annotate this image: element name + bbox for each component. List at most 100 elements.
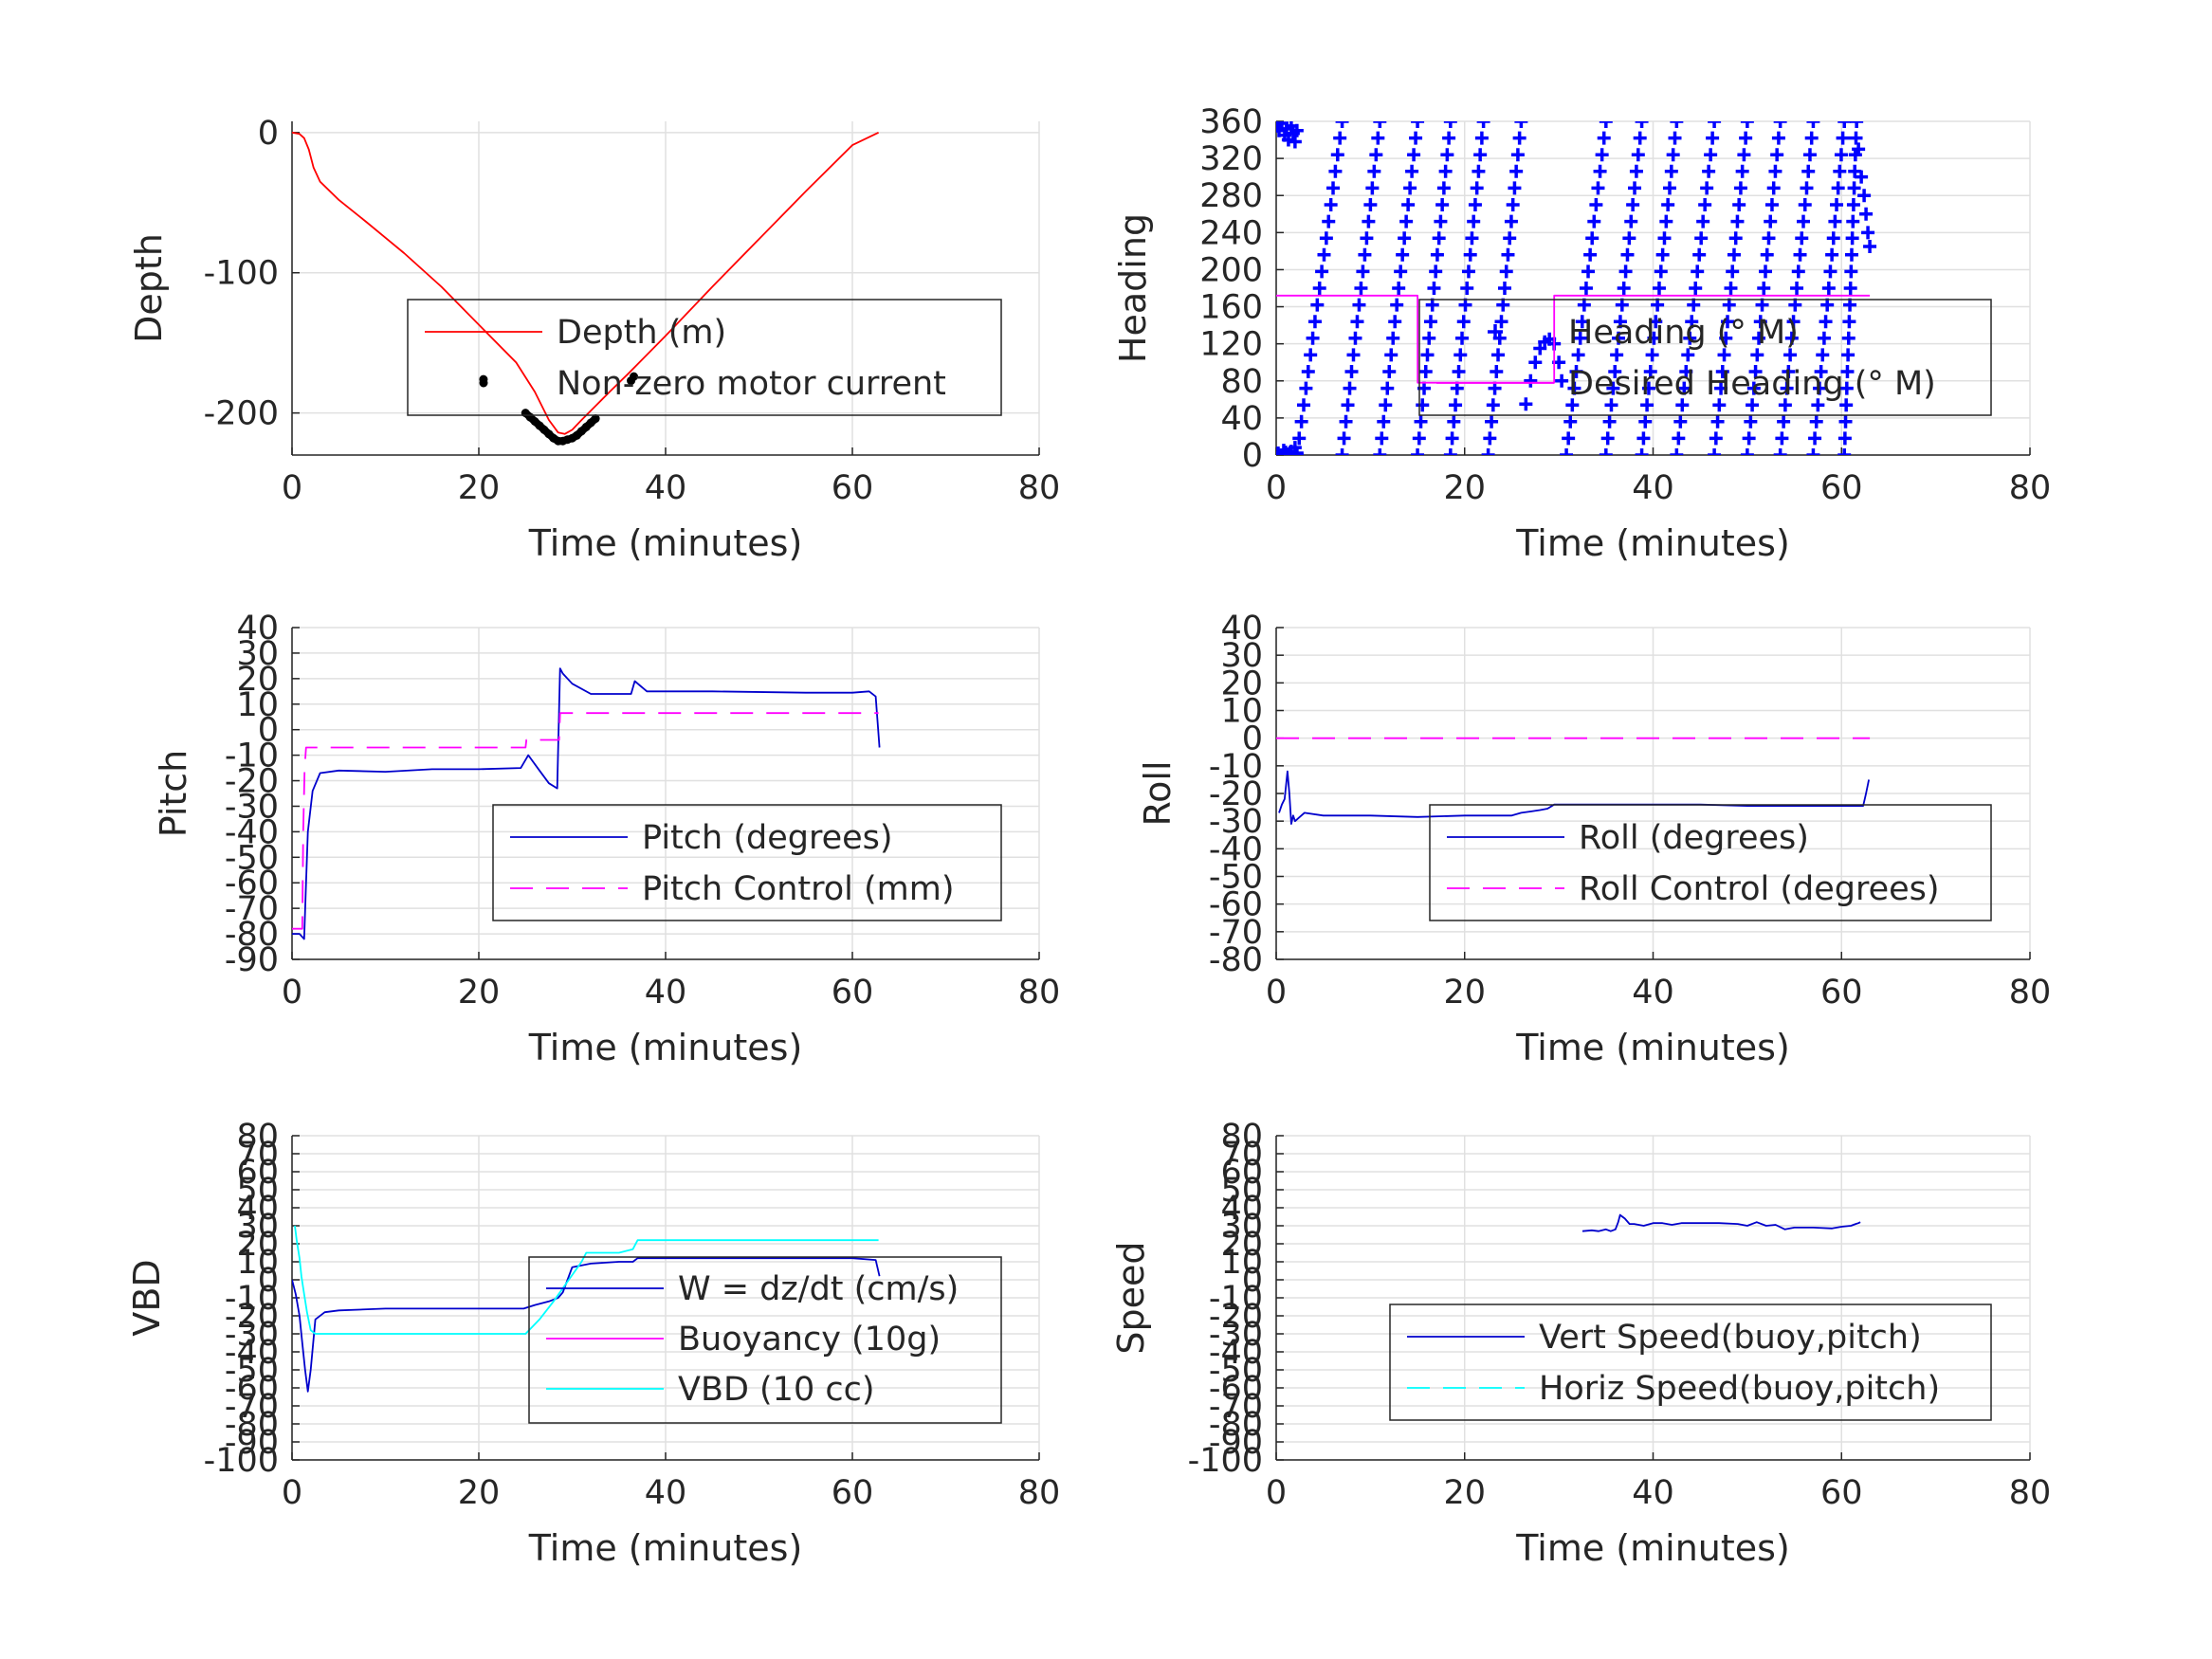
heading-series-0-marker — [1369, 148, 1383, 162]
y-tick-label: -10 — [1209, 1280, 1263, 1318]
heading-series-0-marker — [1412, 431, 1426, 446]
y-tick-label: 80 — [236, 1118, 279, 1156]
heading-series-0-marker — [1786, 315, 1801, 329]
heading-series-0-marker — [1506, 198, 1520, 211]
heading-series-0-marker — [1778, 398, 1792, 412]
y-tick-label: -40 — [1209, 830, 1263, 868]
heading-series-0-marker — [1377, 414, 1391, 428]
y-tick-label: 50 — [1220, 1172, 1263, 1210]
heading-series-0-marker — [1855, 170, 1869, 184]
y-axis-label: Roll — [1137, 760, 1179, 826]
heading-series-0-marker — [1839, 398, 1854, 412]
heading-series-0-marker — [1826, 231, 1840, 246]
heading-series-0-marker — [1409, 131, 1423, 145]
x-tick-label: 60 — [832, 469, 874, 507]
y-tick-label: -50 — [1209, 1352, 1263, 1390]
heading-series-0-marker — [1801, 164, 1816, 178]
heading-series-0-marker — [1514, 121, 1528, 128]
y-tick-label: -20 — [1209, 1298, 1263, 1336]
heading-series-0-marker — [1677, 381, 1691, 395]
heading-series-0-marker — [1681, 348, 1695, 362]
heading-series-0-marker — [1626, 198, 1640, 211]
vbd-series-0-line — [292, 1257, 881, 1393]
heading-series-0-marker — [1841, 348, 1856, 362]
heading-series-0-marker — [1468, 198, 1482, 211]
heading-series-0-marker — [1806, 121, 1820, 128]
heading-series-0-marker — [1581, 264, 1596, 279]
heading-series-0-marker — [1706, 131, 1720, 145]
heading-series-0-marker — [1708, 121, 1722, 128]
heading-series-0-marker — [1624, 214, 1638, 228]
heading-series-0-marker — [1358, 247, 1372, 262]
heading-series-0-marker — [1689, 282, 1703, 295]
heading-series-0-marker — [1740, 121, 1754, 128]
y-tick-label: -40 — [225, 813, 279, 851]
y-tick-label: -50 — [225, 839, 279, 877]
pitch-series-0-line — [292, 667, 881, 940]
vbd-chart: 0 20 40 60 8080706050403020100-10-20-30-40-5… — [126, 1118, 1060, 1569]
y-tick-label: -70 — [1209, 914, 1263, 952]
heading-series-0-marker — [1773, 448, 1787, 455]
heading-series-0-marker — [1512, 131, 1526, 145]
y-tick-label: -80 — [1209, 1406, 1263, 1444]
y-tick-label: 80 — [1220, 363, 1263, 401]
heading-series-0-marker — [1579, 282, 1593, 295]
heading-series-0-marker — [1435, 198, 1450, 211]
heading-series-0-marker — [1683, 331, 1697, 345]
heading-series-0-marker — [1371, 131, 1385, 145]
heading-series-0-marker — [1641, 381, 1655, 395]
y-tick-label: 10 — [236, 1244, 279, 1282]
legend-box — [528, 1256, 1002, 1424]
heading-series-0-marker — [1618, 264, 1633, 279]
y-tick-label: -100 — [204, 255, 279, 293]
heading-series-0-marker — [1833, 164, 1847, 178]
heading-series-0-marker — [1846, 214, 1860, 228]
heading-series-0-marker — [1740, 448, 1754, 455]
heading-series-0-marker — [1636, 431, 1651, 446]
pitch-series-1-line — [292, 712, 879, 930]
heading-series-0-marker — [1687, 298, 1701, 312]
heading-series-0-marker — [1335, 121, 1349, 128]
heading-series-0-marker — [1420, 348, 1435, 362]
y-tick-label: -20 — [1209, 775, 1263, 813]
heading-series-0-marker — [1661, 198, 1675, 211]
legend-label: Vert Speed(buoy,pitch) — [1539, 1319, 1922, 1357]
heading-series-0-marker — [1407, 148, 1421, 162]
y-tick-label: -90 — [1209, 1424, 1263, 1462]
y-tick-label: 10 — [1220, 1244, 1263, 1282]
y-tick-label: -80 — [225, 916, 279, 954]
heading-series-0-marker — [1823, 264, 1837, 279]
heading-series-0-marker — [1443, 121, 1457, 128]
heading-series-0-marker — [1783, 348, 1798, 362]
heading-series-0-marker — [1802, 148, 1817, 162]
heading-series-0-marker — [1808, 431, 1822, 446]
heading-series-0-marker — [1817, 331, 1831, 345]
heading-series-0-marker — [1708, 448, 1722, 455]
y-tick-label: 20 — [1220, 1226, 1263, 1264]
heading-series-0-marker — [1655, 247, 1670, 262]
heading-series-0-marker — [1333, 131, 1347, 145]
heading-series-0-marker — [1440, 148, 1454, 162]
heading-series-0-marker — [1612, 331, 1626, 345]
heading-series-0-marker — [1456, 315, 1471, 329]
plot-area — [292, 667, 881, 940]
x-axis-label: Time (minutes) — [528, 1527, 803, 1569]
heading-series-0-marker — [1732, 198, 1746, 211]
heading-series-0-marker — [1622, 231, 1636, 246]
heading-series-0-marker — [1825, 247, 1839, 262]
y-axis-label: Pitch — [153, 750, 194, 838]
legend-label: Pitch Control (mm) — [642, 870, 954, 908]
heading-series-0-marker — [1600, 431, 1615, 446]
heading-series-0-marker — [1795, 231, 1809, 246]
heading-series-0-marker — [1362, 214, 1376, 228]
y-tick-label: 40 — [236, 1190, 279, 1228]
plot-area — [1276, 737, 1871, 825]
heading-series-0-marker — [1401, 198, 1416, 211]
heading-series-0-marker — [1367, 164, 1381, 178]
heading-series-0-marker — [1458, 298, 1472, 312]
heading-series-0-marker — [1301, 365, 1315, 378]
heading-series-0-marker — [1842, 315, 1856, 329]
heading-series-0-marker — [1593, 164, 1607, 178]
heading-series-0-marker — [1813, 381, 1826, 395]
heading-series-0-marker — [1673, 414, 1688, 428]
